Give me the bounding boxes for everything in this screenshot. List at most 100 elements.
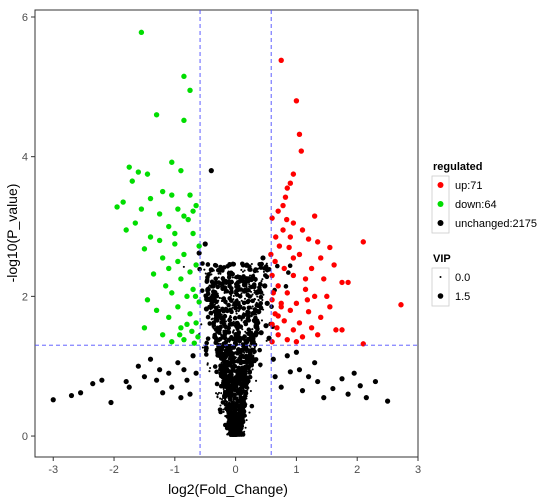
down-point [181,251,187,258]
unchanged-point [246,388,249,391]
unchanged-point [253,330,259,335]
unchanged-point [299,388,306,394]
unchanged-point [246,327,252,333]
unchanged-point [249,403,255,409]
unchanged-point [238,301,241,304]
unchanged-point [241,343,246,349]
up-point [293,98,300,104]
unchanged-point [205,262,211,267]
unchanged-point [264,267,270,273]
unchanged-point [260,319,264,322]
unchanged-point [229,429,232,432]
unchanged-point [227,283,232,289]
down-point [144,297,151,303]
unchanged-point [217,272,220,275]
unchanged-point [231,276,234,279]
down-point [187,269,193,275]
unchanged-point [226,406,229,409]
unchanged-point [222,356,225,359]
down-point [181,336,187,343]
unchanged-point [226,337,232,343]
up-point [296,251,303,258]
unchanged-point [242,389,245,393]
unchanged-point [212,290,218,295]
unchanged-point [197,267,200,270]
up-point [280,202,286,209]
unchanged-point [214,318,220,323]
unchanged-point [234,298,239,304]
up-point [283,216,290,223]
unchanged-point [218,383,224,389]
unchanged-point [258,265,264,270]
up-point [360,341,366,347]
unchanged-point [126,384,132,390]
unchanged-point [227,395,230,398]
unchanged-point [372,378,379,385]
unchanged-point [251,328,254,331]
unchanged-point [206,353,209,356]
unchanged-point [175,360,181,366]
unchanged-point [160,390,166,396]
legend-vip-large-key [437,293,444,299]
unchanged-point [190,353,196,359]
unchanged-point [217,342,220,345]
down-point [181,213,187,219]
unchanged-point [238,392,241,396]
unchanged-point [250,274,256,279]
unchanged-point [240,261,245,267]
up-point [290,327,297,333]
unchanged-point [237,305,243,310]
unchanged-point [228,416,231,419]
threshold-lines [35,10,418,457]
unchanged-point [247,369,253,375]
unchanged-point [248,285,251,288]
unchanged-point [228,369,231,372]
unchanged-point [221,317,226,322]
unchanged-point [245,292,251,298]
unchanged-point [229,402,232,405]
unchanged-point [233,276,236,279]
unchanged-point [242,334,245,337]
unchanged-point [235,312,238,315]
up-point [302,276,309,282]
unchanged-point [235,309,238,312]
unchanged-point [233,412,237,415]
up-point [327,244,333,251]
unchanged-point [232,399,235,402]
unchanged-point [275,263,280,269]
unchanged-point [243,403,246,406]
unchanged-point [230,294,233,297]
unchanged-point [222,392,226,395]
unchanged-point [213,340,219,345]
unchanged-point [232,320,235,323]
unchanged-point [248,338,251,341]
unchanged-point [206,362,209,365]
up-point [275,283,281,289]
unchanged-point [385,398,391,404]
unchanged-point [219,366,225,372]
unchanged-point [230,397,233,400]
down-point [169,192,175,198]
unchanged-point [50,397,56,403]
unchanged-point [240,432,246,437]
down-point [138,206,145,212]
unchanged-point [245,314,248,317]
up-point [269,321,275,327]
unchanged-point [232,394,235,397]
up-point [275,208,281,214]
up-point [287,307,294,314]
unchanged-point [220,392,223,395]
up-point [273,234,279,240]
unchanged-point [204,277,210,283]
up-point [269,339,275,345]
unchanged-point [200,261,205,266]
unchanged-point [205,314,211,320]
unchanged-point [227,389,230,392]
unchanged-point [226,329,229,333]
unchanged-point [259,261,264,267]
unchanged-point [258,305,264,311]
unchanged-point [225,402,228,405]
unchanged-point [215,336,218,339]
unchanged-point [166,370,172,376]
unchanged-point [208,284,211,287]
